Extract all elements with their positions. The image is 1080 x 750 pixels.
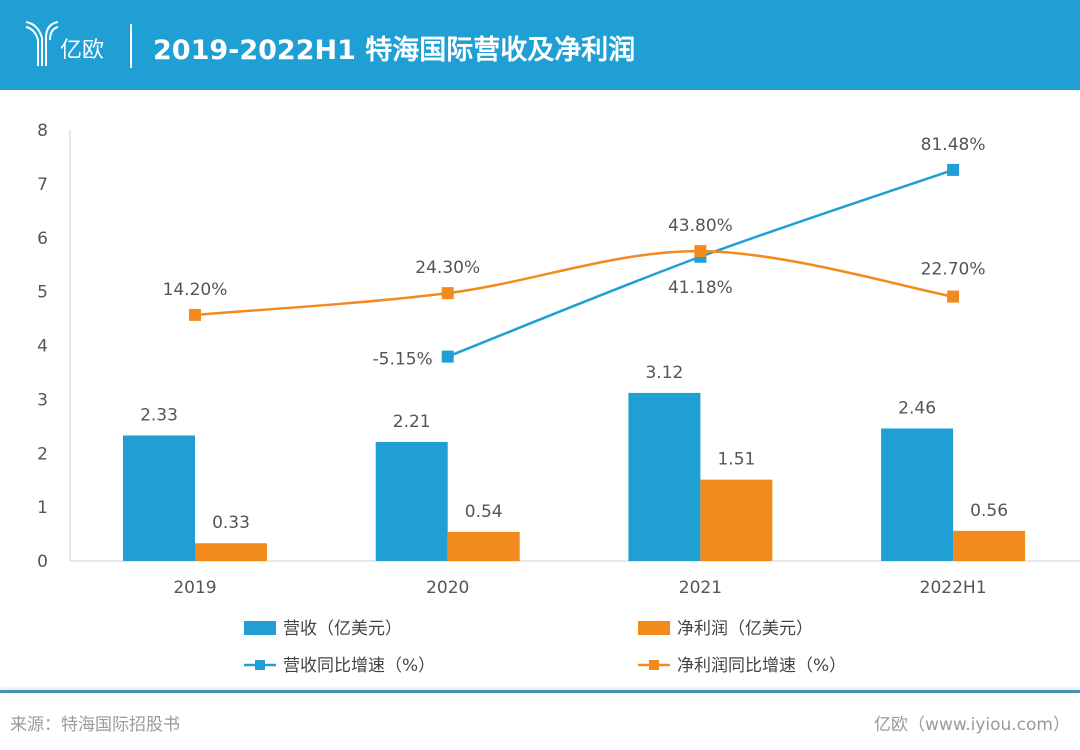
- line-data-label: -5.15%: [373, 350, 433, 370]
- bar-profit: [447, 531, 520, 561]
- header-banner: 亿欧 2019-2022H1 特海国际营收及净利润: [0, 0, 1080, 90]
- bar-data-label: 2.21: [393, 412, 431, 432]
- legend-label: 营收同比增速（%）: [283, 656, 435, 676]
- legend-marker: [649, 660, 659, 670]
- bar-data-label: 3.12: [645, 363, 683, 383]
- line-marker: [189, 308, 201, 321]
- bar-revenue: [628, 392, 701, 561]
- line-data-label: 41.18%: [668, 278, 733, 298]
- line-marker: [947, 163, 960, 176]
- y-tick-label: 1: [37, 498, 48, 518]
- y-tick-label: 8: [37, 121, 48, 141]
- line-marker: [947, 290, 960, 303]
- bar-data-label: 1.51: [717, 450, 755, 470]
- line-marker: [694, 245, 707, 258]
- line-data-label: 22.70%: [921, 260, 986, 280]
- y-tick-label: 2: [37, 444, 48, 464]
- logo-text: 亿欧: [60, 38, 105, 63]
- bar-profit: [195, 543, 267, 561]
- bar-data-label: 0.56: [970, 501, 1008, 521]
- x-tick-label: 2022H1: [920, 578, 987, 598]
- y-tick-label: 0: [37, 552, 48, 572]
- y-tick-label: 3: [37, 390, 48, 410]
- credit-note: 亿欧（www.iyiou.com）: [874, 715, 1070, 735]
- bar-profit: [953, 530, 1026, 561]
- x-tick-label: 2019: [173, 578, 216, 598]
- y-tick-label: 7: [37, 175, 48, 195]
- legend-label: 净利润（亿美元）: [677, 619, 813, 639]
- bar-data-label: 0.54: [465, 502, 503, 522]
- line-data-label: 14.20%: [163, 280, 228, 300]
- legend-swatch: [244, 621, 276, 635]
- y-tick-label: 5: [37, 283, 48, 303]
- line-marker: [441, 350, 454, 363]
- legend-swatch: [638, 621, 670, 635]
- yiou-logo-icon: [25, 21, 59, 66]
- bar-revenue: [123, 435, 195, 561]
- bar-data-label: 2.33: [140, 405, 178, 425]
- legend-marker: [255, 660, 265, 670]
- y-tick-label: 6: [37, 229, 48, 249]
- x-tick-label: 2020: [426, 578, 469, 598]
- chart-title: 2019-2022H1 特海国际营收及净利润: [153, 35, 636, 66]
- legend-label: 营收（亿美元）: [283, 619, 402, 639]
- bar-revenue: [881, 428, 954, 561]
- bar-profit: [700, 479, 773, 561]
- line-marker: [441, 287, 454, 300]
- source-note: 来源：特海国际招股书: [10, 715, 180, 735]
- chart: 0 1 2 3 4 5 6 7 8 2019 2020 2021 2022H1 2.33 2.21 3.12 2…: [37, 121, 1080, 676]
- x-tick-label: 2021: [679, 578, 722, 598]
- bar-revenue: [375, 441, 448, 561]
- line-data-label: 24.30%: [415, 258, 480, 278]
- line-revenue-growth: [447, 168, 954, 358]
- y-tick-label: 4: [37, 337, 48, 357]
- bar-data-label: 2.46: [898, 398, 936, 418]
- line-data-label: 43.80%: [668, 216, 733, 236]
- bar-data-label: 0.33: [212, 513, 250, 533]
- footer-divider: [0, 690, 1080, 693]
- header-divider: [130, 24, 132, 68]
- legend-label: 净利润同比增速（%）: [677, 656, 846, 676]
- line-data-label: 81.48%: [921, 135, 986, 155]
- line-profit-growth: [194, 249, 954, 317]
